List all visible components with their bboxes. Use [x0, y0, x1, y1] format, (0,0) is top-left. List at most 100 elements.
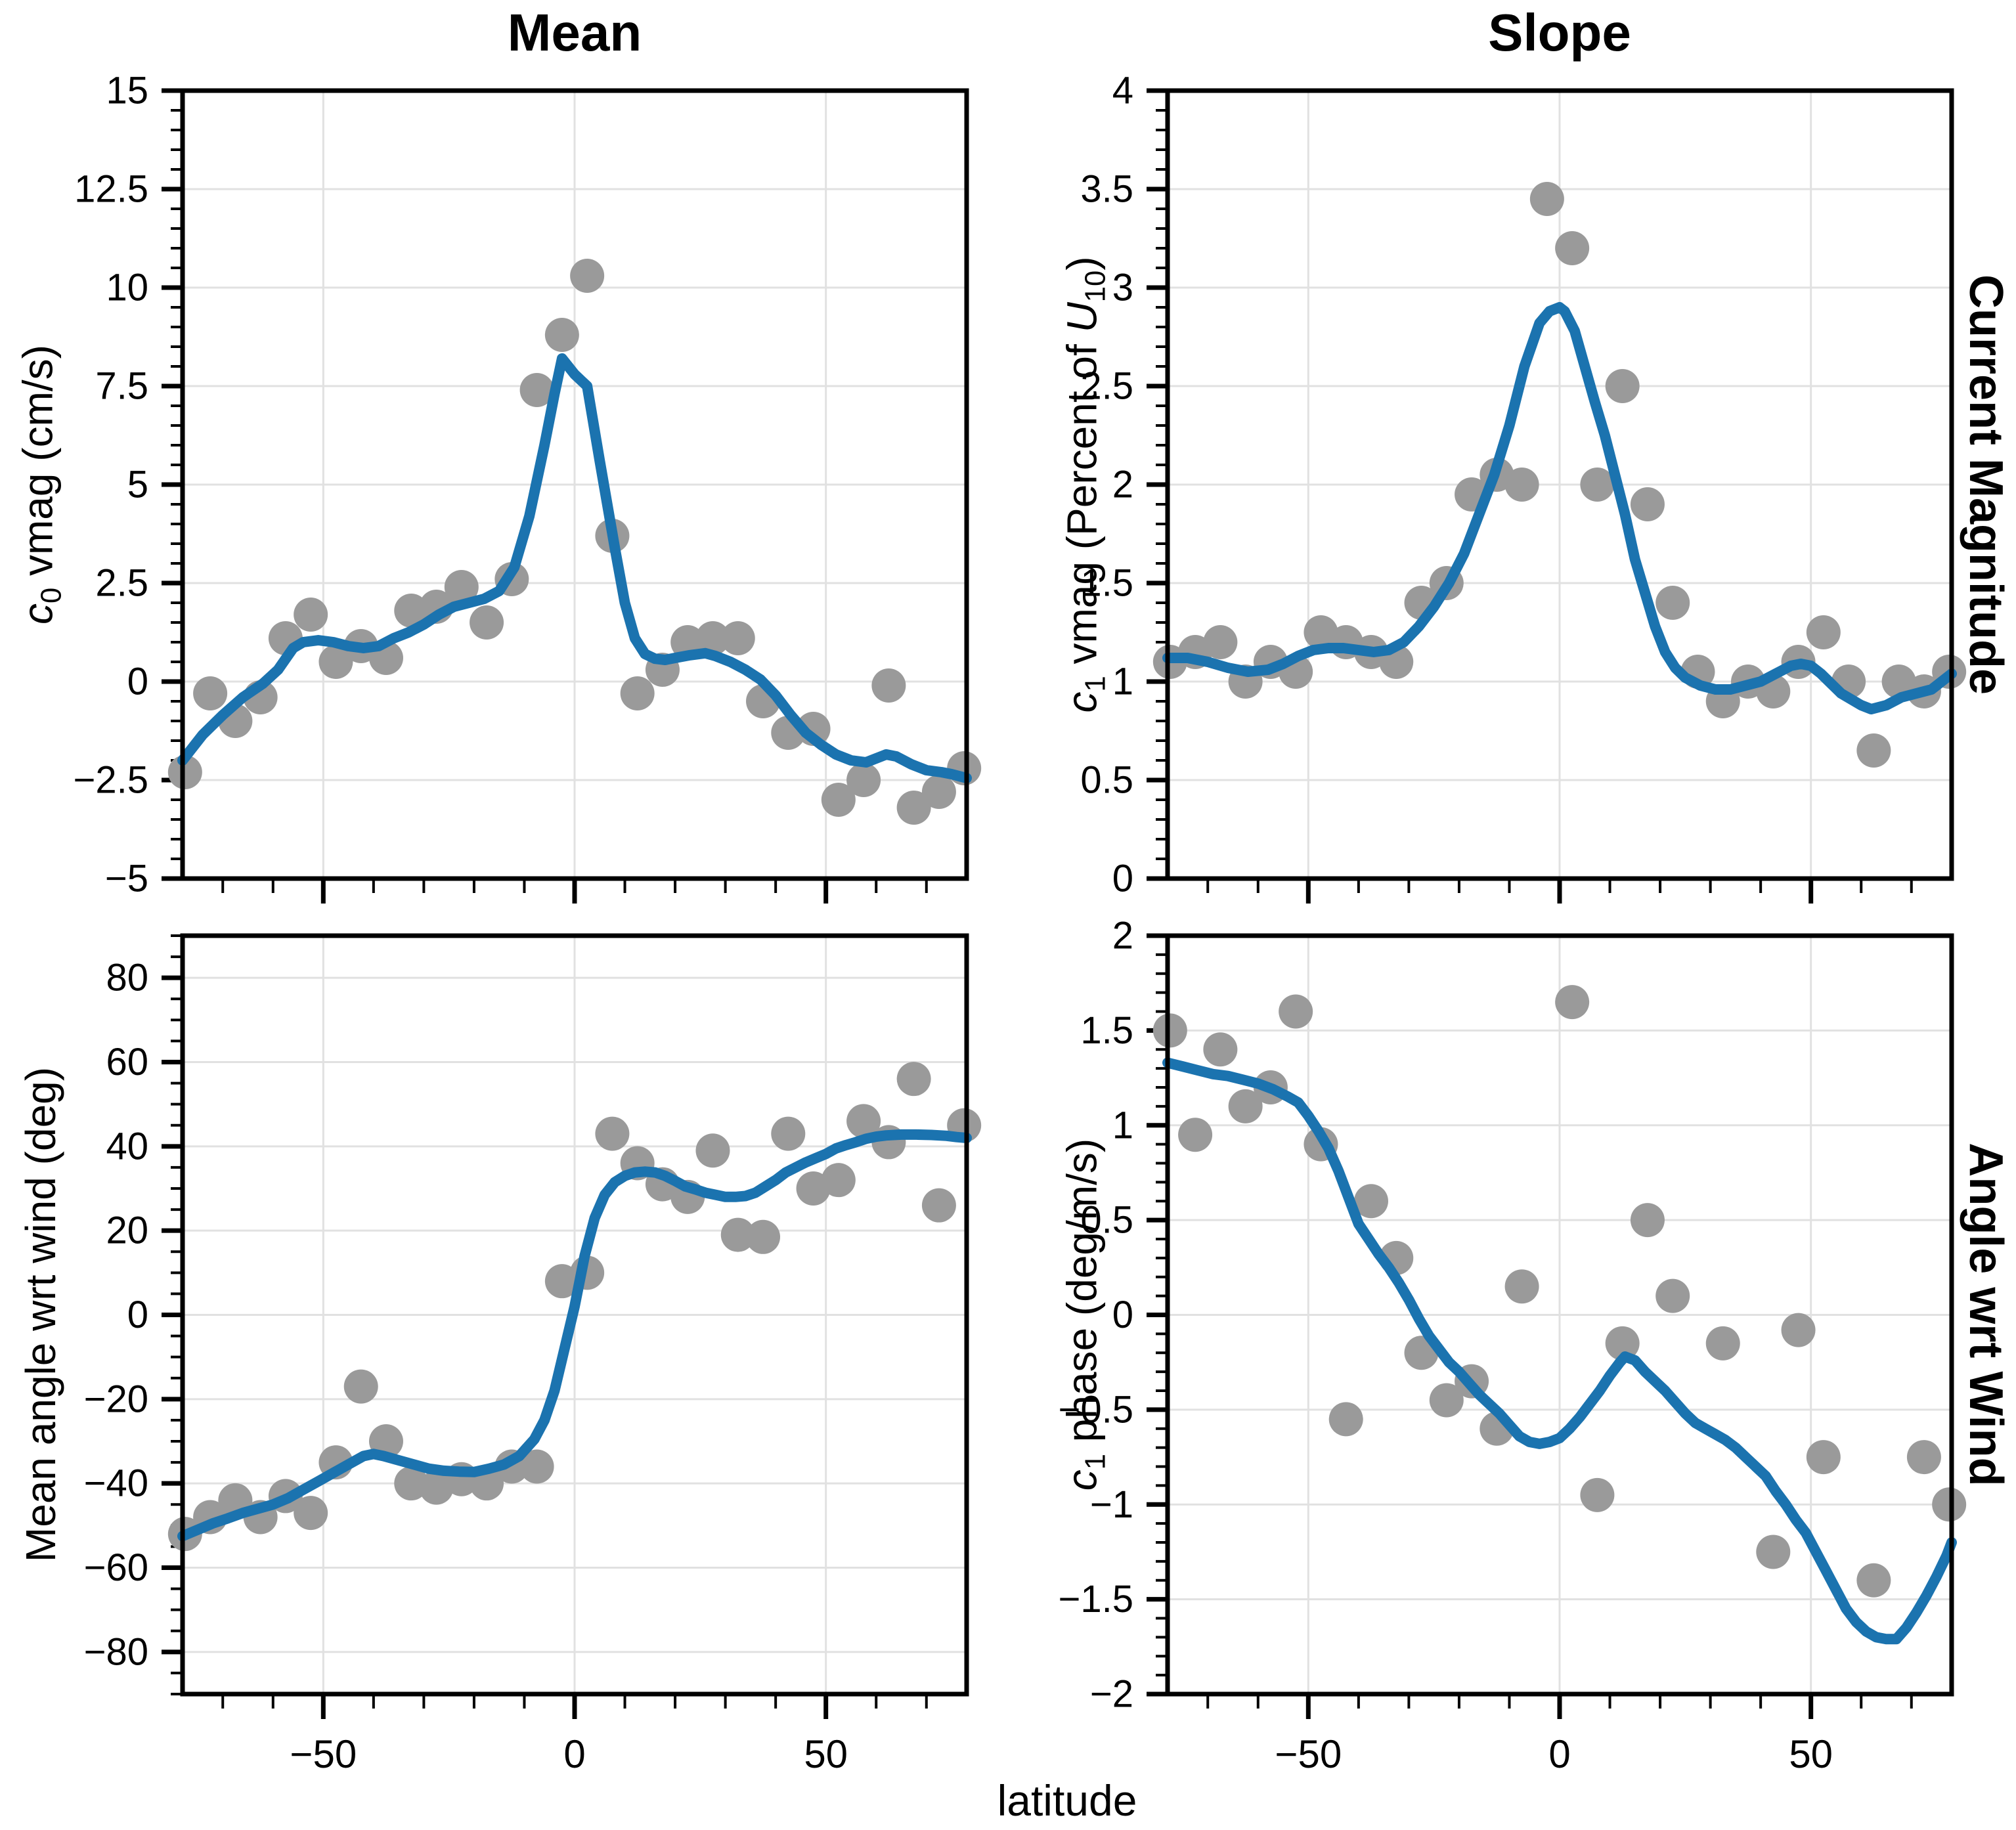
y-tick-label: 0 — [127, 1294, 148, 1336]
y-axis-label-segment: phase (deg/m/s) — [1058, 1138, 1106, 1454]
scatter-point — [620, 676, 655, 710]
y-axis-label-c1-phase: c1 phase (deg/m/s) — [1057, 1139, 1112, 1491]
column-title-slope: Slope — [1488, 3, 1631, 62]
scatter-point — [871, 668, 906, 703]
y-tick-label: 2.5 — [1080, 365, 1133, 408]
y-tick-label: −2 — [1090, 1673, 1133, 1716]
scatter-point — [1429, 1383, 1464, 1418]
y-tick-label: 20 — [106, 1209, 148, 1252]
x-axis-label-latitude: latitude — [997, 1776, 1137, 1825]
scatter-point — [1504, 1269, 1539, 1304]
plot-frame — [1165, 88, 1954, 881]
trend-line — [1162, 1057, 1957, 1645]
slope-current-magnitude-plot: 4 3.5 3 2.5 2 1.5 1 0.5 0 — [1080, 70, 1967, 904]
y-tick-label: 60 — [106, 1041, 148, 1083]
scatter-point — [570, 259, 605, 293]
scatter-point — [294, 598, 328, 632]
y-tick-label: 80 — [106, 957, 148, 999]
y-axis-label-mean-angle: Mean angle wrt wind (deg) — [16, 1067, 65, 1562]
y-tick-label: −0.5 — [1059, 1388, 1134, 1431]
scatter-point — [1605, 1326, 1640, 1361]
y-axis-label-segment: c — [14, 603, 62, 624]
scatter-point — [695, 621, 730, 655]
row-label-current-magnitude: Current Magnitude — [1960, 274, 2012, 695]
scatter-point — [695, 1133, 730, 1168]
column-title-mean: Mean — [507, 3, 642, 62]
y-tick-label: 0 — [127, 661, 148, 703]
scatter-point — [1328, 1402, 1363, 1437]
trend-line — [177, 1129, 972, 1542]
x-tick-label: 0 — [1548, 1732, 1570, 1776]
y-axis-label-c0-vmag: c0 vmag (cm/s) — [13, 345, 68, 624]
scatter-point — [821, 783, 856, 817]
scatter-point — [1504, 468, 1539, 502]
scatter-point — [1529, 182, 1564, 216]
scatter-point — [394, 1466, 429, 1501]
y-tick-label: −1.5 — [1059, 1578, 1134, 1621]
trend-line — [1162, 302, 1957, 714]
scatter-point — [519, 373, 554, 407]
scatter-point — [1932, 1487, 1967, 1522]
y-tick-label: 12.5 — [74, 168, 148, 211]
scatter-point — [1152, 1013, 1187, 1048]
scatter-point — [193, 676, 228, 710]
y-tick-label: 10 — [106, 267, 148, 309]
y-axis-label-segment: Mean angle wrt wind (deg) — [17, 1066, 64, 1563]
scatter-point — [771, 1116, 806, 1151]
y-axis-label-segment: U — [1058, 302, 1106, 333]
scatter-point — [1655, 586, 1690, 620]
y-tick-label: 7.5 — [95, 365, 148, 408]
mean-angle-wrt-wind-plot: 80 60 40 20 0 −20 −40 −60 −80 −50 0 50 — [84, 933, 982, 1776]
y-tick-label: 2 — [1112, 915, 1133, 957]
y-axis-label-segment: ) — [1058, 256, 1106, 271]
slope-angle-wrt-wind-plot: 2 1.5 1 0.5 0 −0.5 −1 −1.5 −2 −50 0 50 — [1059, 915, 1967, 1776]
y-tick-label: −40 — [84, 1462, 148, 1505]
scatter-point — [167, 755, 202, 789]
y-tick-label: 3 — [1112, 267, 1133, 309]
y-tick-label: 15 — [106, 70, 148, 112]
y-tick-label: 0.5 — [1080, 1199, 1133, 1242]
y-tick-label: −2.5 — [74, 759, 149, 802]
scatter-point — [846, 763, 881, 797]
y-tick-label: −1 — [1090, 1483, 1133, 1526]
scatter-point — [921, 1188, 956, 1223]
scatter-point — [1580, 468, 1615, 502]
scatter-point — [444, 570, 479, 604]
scatter-point — [1630, 487, 1665, 521]
mean-current-magnitude-plot: 15 12.5 10 7.5 5 2.5 0 −2.5 −5 — [74, 70, 982, 904]
scatter-point — [1178, 1118, 1213, 1152]
x-tick-label: 0 — [563, 1732, 585, 1776]
scatter-point — [343, 1369, 378, 1404]
x-tick-label: −50 — [290, 1732, 357, 1776]
plot-frame — [180, 88, 969, 881]
scatter-point — [1630, 1203, 1665, 1238]
scatter-point — [896, 1062, 931, 1097]
y-tick-label: 1 — [1112, 661, 1133, 703]
y-tick-label: 5 — [127, 464, 148, 506]
x-tick-label: −50 — [1275, 1732, 1342, 1776]
scatter-point — [1756, 1535, 1791, 1569]
scatter-point — [544, 318, 579, 352]
scatter-point — [821, 1163, 856, 1198]
trend-line — [177, 353, 972, 783]
y-tick-label: −80 — [84, 1630, 148, 1673]
scatter-point — [1781, 1313, 1816, 1347]
scatter-point — [519, 1449, 554, 1484]
scatter-point — [1906, 1440, 1941, 1475]
y-tick-label: 3.5 — [1080, 168, 1133, 211]
y-axis-label-c1-vmag: c1 vmag (Percent of U10) — [1057, 256, 1112, 712]
y-tick-label: −20 — [84, 1378, 148, 1420]
plot-frame — [180, 933, 969, 1697]
scatter-point — [1856, 1563, 1891, 1598]
scatter-point — [1279, 994, 1313, 1029]
plot-frame — [1165, 933, 1954, 1697]
row-label-angle-wrt-wind: Angle wrt Wind — [1960, 1143, 2012, 1487]
scatter-point — [1555, 985, 1590, 1020]
y-axis-label-segment: vmag (Percent of — [1058, 332, 1106, 676]
scatter-point — [896, 791, 931, 825]
y-tick-label: 0 — [1112, 858, 1133, 900]
y-axis-label-segment: 1 — [1080, 676, 1112, 692]
x-tick-label: 50 — [804, 1732, 848, 1776]
y-tick-label: 4 — [1112, 70, 1133, 112]
